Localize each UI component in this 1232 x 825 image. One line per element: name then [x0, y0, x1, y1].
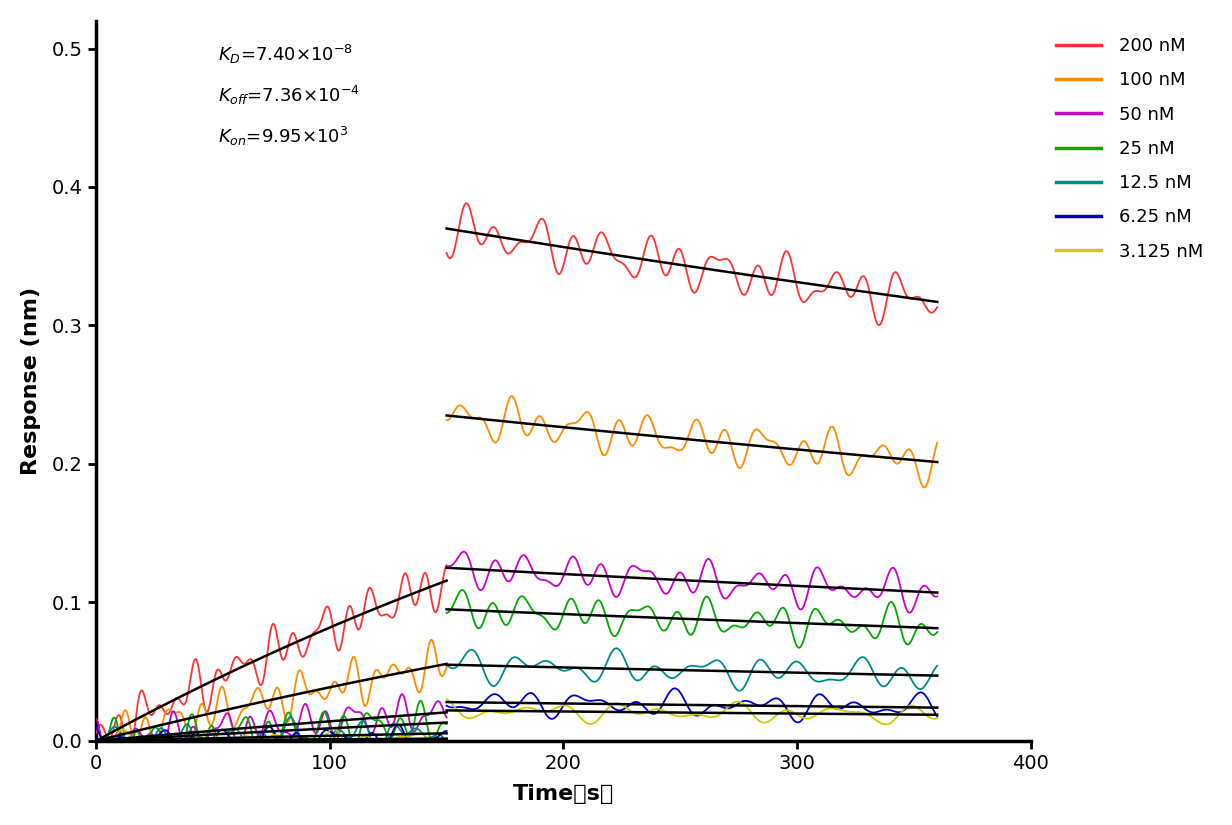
Legend: 200 nM, 100 nM, 50 nM, 25 nM, 12.5 nM, 6.25 nM, 3.125 nM: 200 nM, 100 nM, 50 nM, 25 nM, 12.5 nM, 6…: [1050, 30, 1211, 268]
Text: $K_D$=7.40×10$^{-8}$
$K_{off}$=7.36×10$^{-4}$
$K_{on}$=9.95×10$^{3}$: $K_D$=7.40×10$^{-8}$ $K_{off}$=7.36×10$^…: [218, 42, 360, 148]
Y-axis label: Response (nm): Response (nm): [21, 287, 41, 475]
X-axis label: Time（s）: Time（s）: [513, 785, 614, 804]
